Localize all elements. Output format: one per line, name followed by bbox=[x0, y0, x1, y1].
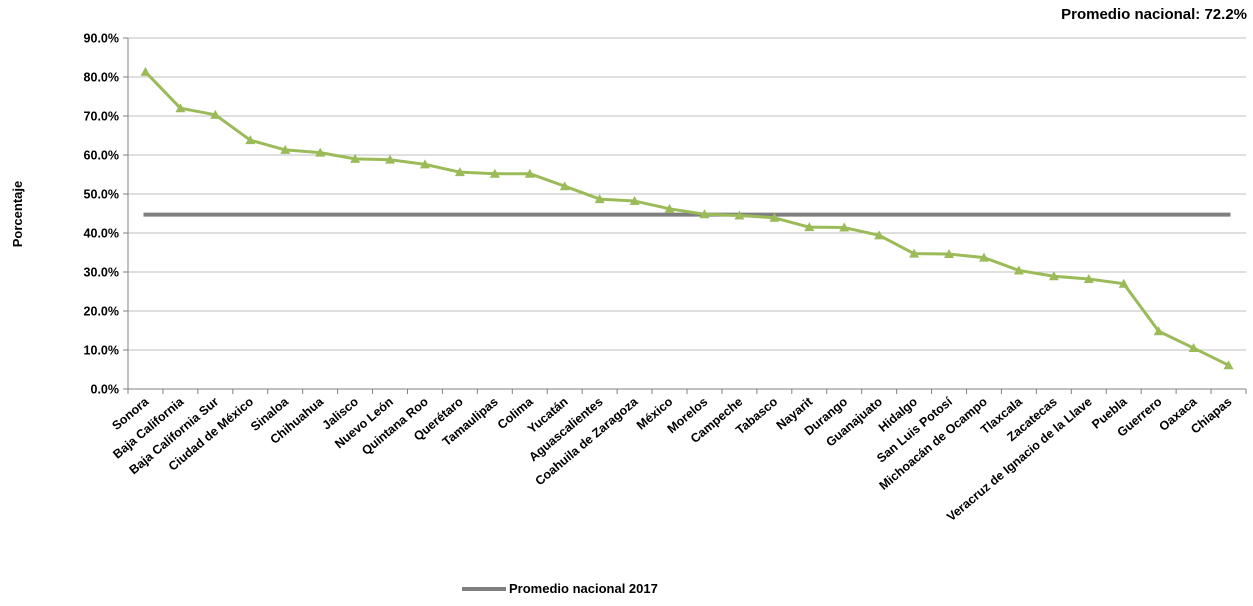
y-tick-label: 20.0% bbox=[84, 305, 119, 319]
y-tick-label: 0.0% bbox=[91, 383, 120, 397]
series-group bbox=[140, 66, 1234, 370]
data-point-marker bbox=[944, 249, 955, 259]
data-point-marker bbox=[804, 222, 815, 232]
data-point-marker bbox=[210, 109, 221, 119]
data-point-marker bbox=[1013, 265, 1024, 275]
y-tick-label: 40.0% bbox=[84, 227, 119, 241]
series-line bbox=[144, 70, 1230, 367]
y-tick-label: 90.0% bbox=[84, 32, 119, 46]
data-point-marker bbox=[769, 212, 780, 222]
y-axis-ticks: 0.0% 10.0% 20.0% 30.0% 40.0% 50.0% 60.0% 70.0% 8… bbox=[84, 32, 128, 397]
legend-label-average: Promedio nacional 2017 bbox=[509, 581, 658, 596]
data-point-marker bbox=[699, 209, 710, 219]
data-point-marker bbox=[245, 135, 256, 145]
data-point-marker bbox=[280, 144, 291, 154]
data-point-marker bbox=[1153, 326, 1164, 336]
y-tick-label: 60.0% bbox=[84, 149, 119, 163]
data-point-marker bbox=[839, 222, 850, 232]
data-point-marker bbox=[1188, 343, 1199, 353]
axes bbox=[127, 38, 1247, 394]
data-point-marker bbox=[909, 248, 920, 258]
data-point-marker bbox=[489, 168, 500, 178]
y-tick-label: 50.0% bbox=[84, 188, 119, 202]
data-point-marker bbox=[350, 153, 361, 163]
data-point-marker bbox=[594, 194, 605, 204]
y-tick-label: 10.0% bbox=[84, 344, 119, 358]
data-point-marker bbox=[1048, 271, 1059, 281]
data-point-marker bbox=[664, 203, 675, 213]
legend-swatch-average bbox=[462, 586, 506, 591]
data-point-marker bbox=[559, 181, 570, 191]
data-point-marker bbox=[315, 147, 326, 157]
data-point-marker bbox=[454, 167, 465, 177]
data-point-marker bbox=[734, 210, 745, 220]
data-point-marker bbox=[1083, 274, 1094, 284]
data-point-marker bbox=[419, 159, 430, 169]
data-point-marker bbox=[629, 196, 640, 206]
data-point-marker bbox=[175, 103, 186, 113]
y-tick-label: 70.0% bbox=[84, 110, 119, 124]
data-point-marker bbox=[385, 154, 396, 164]
y-tick-label: 30.0% bbox=[84, 266, 119, 280]
legend: Promedio nacional 2017 bbox=[462, 581, 658, 596]
y-tick-label: 80.0% bbox=[84, 71, 119, 85]
data-point-marker bbox=[1118, 278, 1129, 288]
data-point-marker bbox=[1223, 360, 1234, 370]
data-point-marker bbox=[874, 230, 885, 240]
data-point-marker bbox=[140, 66, 151, 76]
national-average-annotation: Promedio nacional: 72.2% bbox=[1061, 6, 1247, 23]
gridlines bbox=[128, 37, 1246, 351]
y-axis-label: Porcentaje bbox=[10, 181, 25, 247]
data-point-marker bbox=[524, 168, 535, 178]
data-point-marker bbox=[978, 252, 989, 262]
